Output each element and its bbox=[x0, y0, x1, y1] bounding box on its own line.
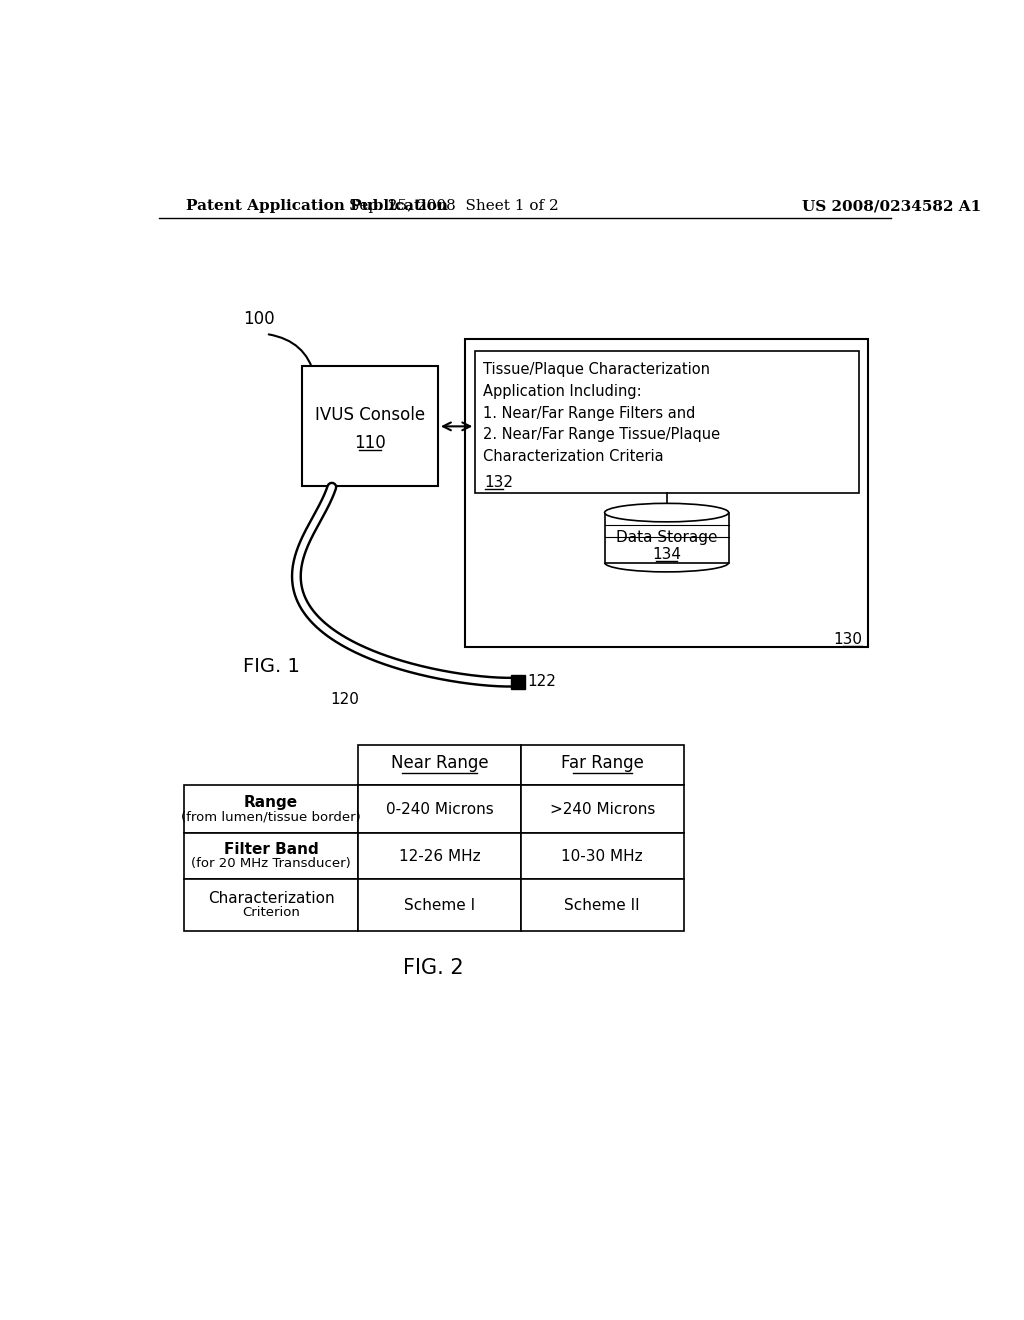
Text: 120: 120 bbox=[331, 692, 359, 708]
Bar bbox=[521, 833, 684, 879]
Text: 110: 110 bbox=[354, 434, 386, 451]
Text: 100: 100 bbox=[243, 310, 274, 327]
Bar bbox=[358, 744, 521, 785]
Text: Criterion: Criterion bbox=[242, 907, 300, 920]
Ellipse shape bbox=[604, 503, 729, 521]
Text: Far Range: Far Range bbox=[561, 754, 644, 772]
Text: (for 20 MHz Transducer): (for 20 MHz Transducer) bbox=[191, 857, 351, 870]
Text: IVUS Console: IVUS Console bbox=[315, 407, 425, 424]
Bar bbox=[521, 785, 684, 833]
Text: Scheme I: Scheme I bbox=[404, 898, 475, 913]
Bar bbox=[475, 351, 859, 494]
Text: Scheme II: Scheme II bbox=[564, 898, 640, 913]
Bar bbox=[302, 367, 438, 486]
Bar bbox=[183, 833, 358, 879]
Bar bbox=[358, 833, 521, 879]
Text: 134: 134 bbox=[652, 546, 681, 562]
Text: Filter Band: Filter Band bbox=[223, 842, 318, 857]
Text: >240 Microns: >240 Microns bbox=[550, 801, 655, 817]
Text: 10-30 MHz: 10-30 MHz bbox=[561, 849, 643, 863]
Text: Patent Application Publication: Patent Application Publication bbox=[186, 199, 449, 213]
Bar bbox=[358, 879, 521, 932]
Text: 132: 132 bbox=[484, 475, 513, 490]
Text: 130: 130 bbox=[833, 632, 862, 647]
Text: FIG. 1: FIG. 1 bbox=[243, 657, 300, 676]
Text: 0-240 Microns: 0-240 Microns bbox=[386, 801, 494, 817]
Bar bbox=[465, 339, 868, 647]
Text: FIG. 2: FIG. 2 bbox=[403, 958, 464, 978]
Text: Sep. 25, 2008  Sheet 1 of 2: Sep. 25, 2008 Sheet 1 of 2 bbox=[348, 199, 558, 213]
Text: Range: Range bbox=[244, 795, 298, 809]
Bar bbox=[521, 879, 684, 932]
Bar bbox=[183, 879, 358, 932]
Text: Near Range: Near Range bbox=[391, 754, 488, 772]
Text: 12-26 MHz: 12-26 MHz bbox=[398, 849, 480, 863]
Bar bbox=[358, 785, 521, 833]
Text: 122: 122 bbox=[527, 675, 556, 689]
Text: Characterization: Characterization bbox=[208, 891, 334, 906]
Text: Data Storage: Data Storage bbox=[615, 531, 718, 545]
Text: US 2008/0234582 A1: US 2008/0234582 A1 bbox=[802, 199, 981, 213]
Bar bbox=[521, 744, 684, 785]
Text: (from lumen/tissue border): (from lumen/tissue border) bbox=[181, 810, 360, 824]
Text: Tissue/Plaque Characterization
Application Including:
1. Near/Far Range Filters : Tissue/Plaque Characterization Applicati… bbox=[483, 363, 720, 463]
Bar bbox=[183, 785, 358, 833]
FancyArrowPatch shape bbox=[268, 334, 316, 375]
Bar bbox=[511, 675, 525, 689]
Bar bbox=[604, 512, 729, 562]
